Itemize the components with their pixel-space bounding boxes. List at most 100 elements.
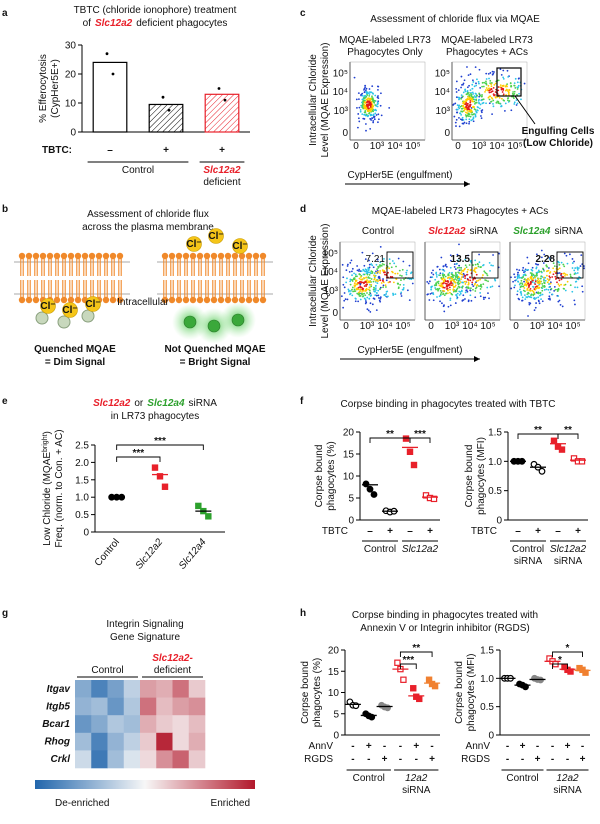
x-tick-label: + [387, 526, 393, 537]
cell-event [522, 285, 525, 288]
lipid-head [32, 252, 40, 260]
cell-event [359, 298, 362, 301]
cell-event [470, 299, 473, 302]
x-axis-label-part: CypHer5E (engulfment) [357, 345, 462, 356]
lipid-head [245, 252, 253, 260]
x-tick-label: Control [93, 537, 122, 569]
lipid-head [238, 252, 246, 260]
cell-event [364, 84, 367, 87]
ion-label: Cl⁻ [186, 239, 201, 250]
cell-event [558, 263, 561, 266]
y-axis-label: phagocytes (MFI) [476, 437, 487, 515]
heatmap-cell [188, 750, 206, 769]
cell-event [436, 296, 438, 298]
cell-event [375, 294, 378, 297]
cell-event [456, 253, 459, 256]
heatmap-cell [188, 715, 206, 734]
cell-event [428, 299, 431, 301]
cell-event [441, 278, 444, 281]
cell-event [513, 273, 516, 276]
cell-event [462, 91, 465, 94]
cell-event [371, 303, 374, 306]
cell-event [479, 278, 482, 281]
chart-title: Integrin Signaling [106, 619, 183, 630]
row-label: TBTC [471, 526, 497, 537]
cell-event [385, 286, 387, 288]
cell-event [342, 283, 345, 286]
cell-event [449, 254, 452, 257]
cell-event [426, 281, 429, 283]
cell-event [507, 90, 510, 93]
y-axis-label: Corpse bound [454, 661, 465, 724]
chart-title: Annexin V or Integrin inhibitor (RGDS) [360, 623, 530, 634]
y-axis-label: Intracellular Chloride [308, 235, 319, 327]
y-tick-label: 0 [342, 128, 348, 139]
cell-event [534, 283, 537, 286]
cell-event [468, 120, 471, 123]
cell-event [520, 294, 523, 296]
cell-event [579, 265, 582, 267]
cell-event [489, 72, 492, 74]
group-label-part: Slc12a2 [402, 544, 439, 555]
cell-event [512, 280, 514, 283]
cell-event [557, 283, 560, 286]
heatmap-cell [140, 697, 157, 716]
cell-event [345, 281, 348, 284]
cell-event [546, 265, 549, 268]
cell-event [449, 304, 452, 307]
plot-frame [349, 61, 426, 141]
cell-event [506, 83, 509, 86]
cell-event [364, 113, 366, 116]
cell-event [484, 296, 487, 299]
cell-event [460, 114, 463, 116]
group-label-part: Slc12a2 [550, 544, 587, 555]
cell-event [551, 293, 554, 296]
cell-event [368, 93, 371, 95]
cell-event [365, 287, 368, 290]
heatmap-cell [75, 750, 92, 769]
cell-event [458, 269, 461, 272]
cell-event [581, 290, 584, 293]
cell-event [462, 83, 464, 86]
cell-event [377, 270, 379, 273]
x-tick-label: 10⁵ [507, 141, 522, 152]
cell-event [462, 104, 465, 107]
cell-event [480, 99, 483, 102]
cell-event [427, 282, 430, 285]
cell-event [563, 265, 566, 268]
cell-event [468, 264, 471, 266]
cell-event [510, 85, 512, 88]
cell-event [535, 253, 538, 256]
cell-event [552, 262, 555, 265]
y-tick-label: 0 [496, 516, 502, 527]
cell-event [524, 298, 527, 301]
y-axis-label-part: (CypHer5E+) [50, 59, 61, 118]
cell-event [489, 89, 492, 91]
cell-event [356, 275, 358, 278]
replicate-point [406, 448, 414, 456]
heatmap-cell [91, 732, 108, 751]
cell-event [443, 270, 446, 272]
lipid-head [189, 296, 197, 304]
cell-event [489, 269, 491, 272]
cell-event [371, 264, 374, 267]
lipid-head [217, 296, 225, 304]
cell-event [379, 272, 381, 274]
y-axis-label-part: % Efferocytosis [38, 54, 49, 123]
cell-event [547, 267, 550, 269]
cell-event [371, 85, 374, 88]
cell-event [562, 272, 565, 275]
cell-event [385, 279, 388, 282]
gate-value: 13.5 [451, 254, 471, 265]
cell-event [493, 83, 496, 86]
replicate-point [161, 95, 165, 99]
cell-event [464, 283, 467, 285]
cell-event [543, 279, 545, 282]
cell-event [508, 89, 511, 92]
cell-event [472, 264, 474, 266]
cell-event [364, 302, 367, 305]
cell-event [460, 266, 462, 269]
replicate-point [366, 485, 374, 493]
plot-title-part: Slc12a4 [513, 226, 551, 237]
cell-event [502, 69, 505, 72]
